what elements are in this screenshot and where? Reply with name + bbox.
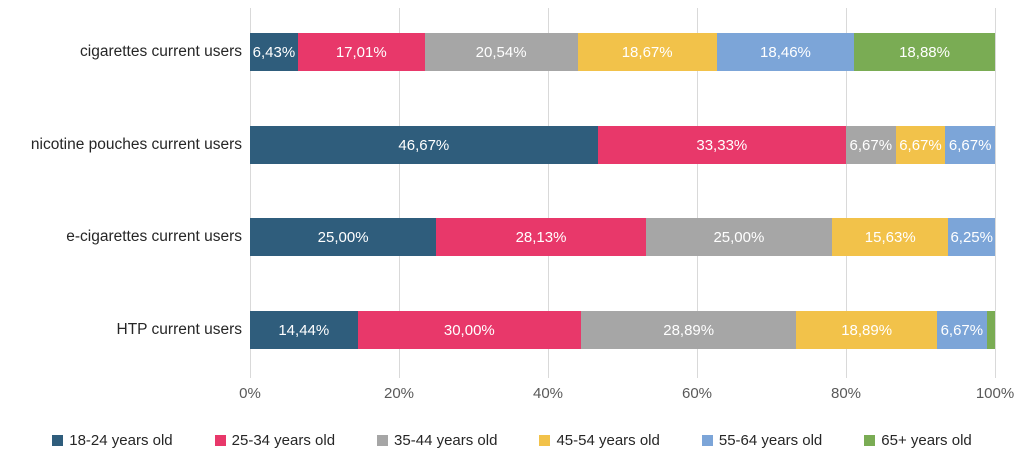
axis-tick-label: 60% [681,385,713,402]
legend-label: 65+ years old [881,432,972,449]
segment-35-44-years-old: 20,54% [424,33,578,71]
segment-18-24-years-old: 46,67% [250,126,598,164]
segment-45-54-years-old: 6,67% [895,126,946,164]
legend-label: 55-64 years old [718,432,823,449]
bar-cigarettes-current-users: 6,43% 17,01% 20,54% 18,67% 18,46% 18,88% [250,33,995,71]
segment-55-64-years-old: 18,46% [716,33,855,71]
gridline [548,8,549,378]
axis-tick-label: 20% [383,385,415,402]
legend-item-65+-years-old: 65+ years old [864,432,972,449]
segment-18-24-years-old: 25,00% [250,218,437,256]
gridline [995,8,996,378]
data-label: 30,00% [443,321,495,339]
legend-label: 18-24 years old [69,432,173,449]
data-label: 6,67% [849,136,893,154]
segment-55-64-years-old: 6,67% [937,311,987,349]
data-label: 6,25% [950,228,993,246]
gridline [399,8,400,378]
plot-area: 6,43% 17,01% 20,54% 18,67% 18,46% 18,88% 46,67… [250,8,996,378]
legend-item-25-34-years-old: 25-34 years old [214,432,336,449]
legend-swatch-icon [52,435,64,446]
segment-18-24-years-old: 14,44% [250,311,358,349]
bar-e-cigarettes-current-users: 25,00% 28,13% 25,00% 15,63% 6,25% [250,218,995,256]
legend-item-55-64-years-old: 55-64 years old [701,432,823,449]
data-label: 28,13% [515,228,567,246]
segment-25-34-years-old: 33,33% [597,126,846,164]
category-label: cigarettes current users [80,43,242,60]
data-label: 18,89% [841,321,893,339]
legend-item-35-44-years-old: 35-44 years old [377,432,497,449]
data-label: 28,89% [663,321,715,339]
segment-25-34-years-old: 17,01% [297,33,425,71]
legend-swatch-icon [539,435,551,446]
bar-nicotine-pouches-current-users: 46,67% 33,33% 6,67% 6,67% 6,67% [250,126,996,164]
data-label: 33,33% [696,136,748,154]
legend-swatch-icon [701,435,713,446]
legend-label: 35-44 years old [394,432,498,449]
axis-tick-label: 0% [239,385,261,402]
data-label: 14,44% [278,321,330,339]
gridline [697,8,698,378]
legend-item-45-54-years-old: 45-54 years old [539,432,660,449]
legend-label: 25-34 years old [231,432,336,449]
category-label: e-cigarettes current users [66,228,242,245]
legend-label: 45-54 years old [556,432,660,449]
axis-tick-label: 40% [532,385,564,402]
legend-swatch-icon [214,435,226,446]
segment-35-44-years-old: 28,89% [581,311,797,349]
axis-tick-label: 100% [975,385,1015,402]
axis-tick-label: 80% [830,385,862,402]
data-label: 17,01% [335,43,387,61]
data-label: 6,67% [899,136,942,154]
segment-35-44-years-old: 6,67% [845,126,896,164]
category-label: HTP current users [116,321,242,338]
segment-55-64-years-old: 6,67% [945,126,996,164]
segment-65+-years-old [986,311,995,349]
legend: 18-24 years old 25-34 years old 35-44 year… [0,432,1024,449]
gridline [846,8,847,378]
data-label: 46,67% [398,136,450,154]
segment-35-44-years-old: 25,00% [645,218,833,256]
data-label: 25,00% [317,228,369,246]
segment-65+-years-old: 18,88% [854,33,995,71]
data-label: 20,54% [475,43,527,61]
segment-18-24-years-old: 6,43% [250,33,298,71]
segment-45-54-years-old: 15,63% [832,218,949,256]
data-label: 18,67% [621,43,673,61]
segment-45-54-years-old: 18,89% [796,311,937,349]
legend-item-18-24-years-old: 18-24 years old [52,432,173,449]
gridline [250,8,251,378]
segment-55-64-years-old: 6,25% [948,218,995,256]
data-label: 6,67% [948,136,992,154]
data-label: 18,46% [760,43,811,61]
data-label: 6,67% [940,321,984,339]
segment-25-34-years-old: 30,00% [357,311,582,349]
data-label: 25,00% [713,228,765,246]
category-label: nicotine pouches current users [30,136,242,153]
segment-45-54-years-old: 18,67% [577,33,717,71]
legend-swatch-icon [864,435,876,446]
segment-25-34-years-old: 28,13% [436,218,646,256]
data-label: 18,88% [899,43,950,61]
data-label: 15,63% [864,228,916,246]
data-label: 6,43% [252,43,296,61]
legend-swatch-icon [377,435,389,446]
bar-HTP-current-users: 14,44% 30,00% 28,89% 18,89% 6,67% [250,311,995,349]
